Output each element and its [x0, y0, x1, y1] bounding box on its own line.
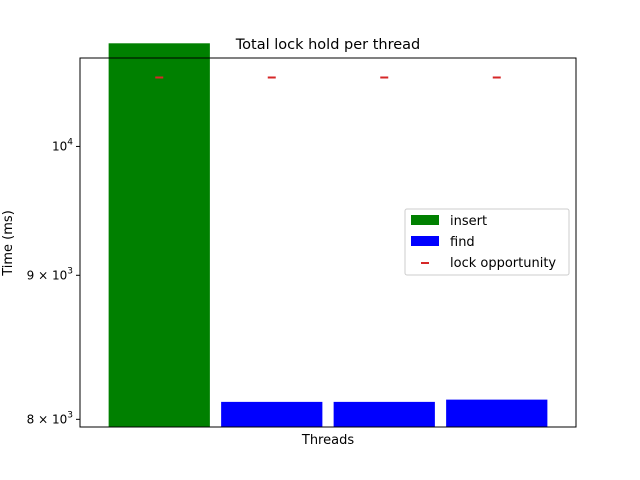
bar-find-2	[333, 401, 435, 427]
y-tick-label-0: 8 × 103	[27, 410, 73, 426]
y-tick-label-2: 104	[52, 137, 73, 153]
bar-find-3	[446, 399, 548, 427]
plot-frame	[79, 57, 577, 428]
legend-swatch-insert	[411, 215, 439, 225]
y-axis-label: Time (ms)	[1, 210, 16, 277]
bar-find-1	[221, 401, 323, 427]
bars-layer	[108, 43, 548, 428]
legend-label-lock-opportunity: lock opportunity	[450, 256, 556, 271]
bar-insert-0	[108, 43, 210, 428]
x-axis-label: Threads	[301, 433, 354, 448]
legend-label-insert: insert	[450, 214, 487, 229]
chart-title: Total lock hold per thread	[235, 37, 420, 53]
y-axis-ticks: 8 × 103 9 × 103 104	[27, 137, 80, 426]
y-tick-label-1: 9 × 103	[27, 266, 73, 282]
legend-label-find: find	[450, 235, 475, 250]
legend: insert find lock opportunity	[404, 208, 570, 276]
legend-swatch-find	[411, 236, 439, 246]
legend-box	[404, 208, 570, 276]
